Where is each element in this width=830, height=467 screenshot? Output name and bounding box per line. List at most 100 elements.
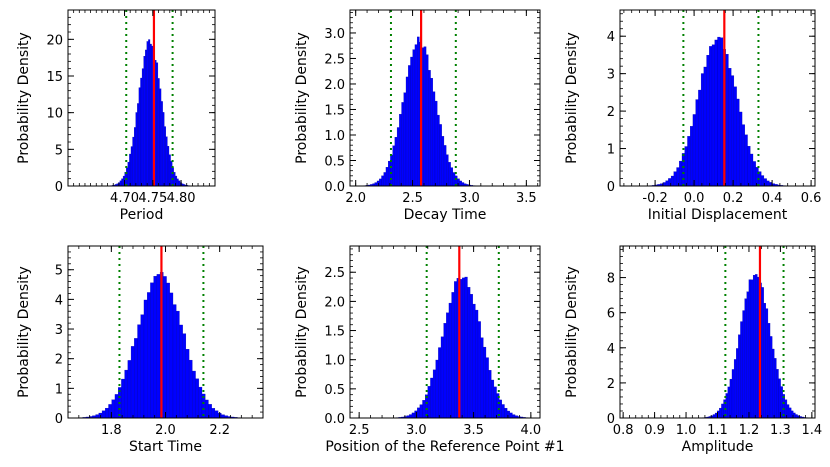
x-tick-label: 3.5 [516, 191, 537, 206]
subplot-3: -0.2 0.0 0.2 0.4 0.6 0 1 2 3 4 Initial Displacemen… [564, 9, 821, 223]
histogram-bar [729, 378, 733, 418]
subplot-6: 0.8 0.9 1.0 1.1 1.2 1.3 1.4 0 2 4 6 8 Amplitude Proba… [564, 245, 823, 455]
y-tick-label: 0 [607, 412, 615, 427]
histogram-bar [111, 399, 116, 418]
histogram-bar [721, 403, 724, 418]
x-tick-label: 4.0 [520, 423, 541, 438]
y-tick-label: 2 [55, 353, 63, 368]
y-tick-label: 0 [55, 412, 63, 427]
histogram-bar [767, 323, 771, 418]
histogram-bar [485, 357, 489, 418]
histogram-bar [501, 404, 505, 418]
y-tick-label: 1.5 [324, 325, 345, 340]
histogram-bar [411, 412, 415, 418]
x-tick-label: 0.4 [762, 191, 783, 206]
x-tick-label: 1.4 [802, 423, 823, 438]
histogram-bar [425, 54, 429, 186]
histogram-bar [182, 333, 187, 418]
histogram-bar [408, 65, 411, 186]
histogram-bar [765, 308, 769, 418]
x-tick-label: 2.5 [402, 191, 423, 206]
x-tick-label: 4.70 [110, 191, 139, 206]
x-tick-label: 4.80 [167, 191, 196, 206]
x-tick-label: 0.0 [684, 191, 705, 206]
histogram-bar [381, 175, 384, 186]
x-tick-label: 1.3 [770, 423, 791, 438]
y-tick-label: 2 [607, 105, 615, 120]
histogram-bar [138, 87, 141, 186]
histogram-bar [467, 287, 471, 418]
histogram-bar [140, 314, 145, 418]
histogram-bar [156, 62, 159, 186]
histogram-bar [412, 49, 416, 186]
histogram-bar [717, 36, 721, 186]
y-tick-label: 0.0 [324, 412, 345, 427]
y-tick-label: 2 [607, 377, 615, 392]
histogram-bar [776, 369, 779, 418]
y-tick-label: 4 [607, 342, 615, 357]
y-axis-label: Probability Density [294, 266, 310, 398]
axes-frame [349, 245, 541, 419]
histogram-bar [736, 98, 740, 186]
histogram-bar [383, 172, 387, 186]
histogram-bar [761, 175, 765, 186]
x-tick-label: 2.5 [349, 423, 370, 438]
histogram-bar [162, 112, 165, 186]
histogram-bar [472, 303, 476, 418]
x-tick-label: 3.0 [406, 423, 427, 438]
x-tick-label: 0.8 [613, 423, 634, 438]
histogram-bar [423, 46, 427, 186]
axes-frame [349, 9, 541, 187]
histogram-bar [132, 136, 135, 186]
y-tick-label: 1 [607, 143, 615, 158]
y-tick-label: 0 [55, 180, 63, 195]
histogram-bar [728, 68, 732, 186]
histogram-bar [750, 153, 754, 186]
y-tick-label: 1.5 [324, 103, 345, 118]
histogram-bar [731, 369, 735, 418]
histogram-bar [163, 276, 167, 418]
histogram-bar [740, 321, 743, 418]
histogram-bar [166, 282, 170, 418]
histogram-bar [153, 276, 158, 418]
histogram-bar [178, 180, 181, 186]
histogram-bar [124, 369, 129, 418]
y-tick-label: 6 [607, 307, 615, 322]
histogram-bar [105, 407, 109, 418]
subplot-1: 4.70 4.75 4.80 0 5 10 15 20 Period Probability De… [16, 9, 216, 223]
histogram-bar [390, 154, 393, 186]
histogram-bar [747, 146, 751, 186]
x-axis-label: Decay Time [404, 207, 487, 223]
y-tick-label: 1 [55, 382, 63, 397]
plot-area [352, 10, 487, 186]
histogram-bar [772, 348, 775, 418]
histogram-bar [438, 347, 442, 418]
y-tick-label: 3 [55, 323, 63, 338]
histogram-bar [392, 145, 396, 186]
histogram-bar [695, 99, 699, 186]
histogram-bar [738, 334, 741, 418]
histogram-bar [712, 414, 716, 418]
x-tick-label: 0.2 [723, 191, 744, 206]
histogram-bar [130, 346, 135, 418]
histogram-bar [145, 49, 147, 186]
histogram-bar [176, 178, 179, 186]
plot-area [102, 10, 198, 186]
histogram-bar [469, 294, 473, 418]
histogram-bar [727, 386, 731, 418]
histogram-bar [176, 310, 180, 418]
histogram-bar [127, 360, 132, 418]
histogram-bar [403, 92, 407, 186]
y-tick-label: 0 [607, 180, 615, 195]
y-tick-label: 8 [607, 272, 615, 287]
histogram-bar [414, 44, 418, 186]
y-tick-label: 2.5 [324, 52, 345, 67]
histogram-bar [410, 56, 413, 186]
histogram-bar [417, 36, 420, 186]
plot-area [68, 246, 257, 418]
histogram-bar [720, 37, 724, 186]
histogram-bar [129, 153, 132, 186]
histogram-bar [146, 41, 149, 186]
axes-frame [619, 245, 816, 419]
histogram-bar [446, 312, 450, 418]
